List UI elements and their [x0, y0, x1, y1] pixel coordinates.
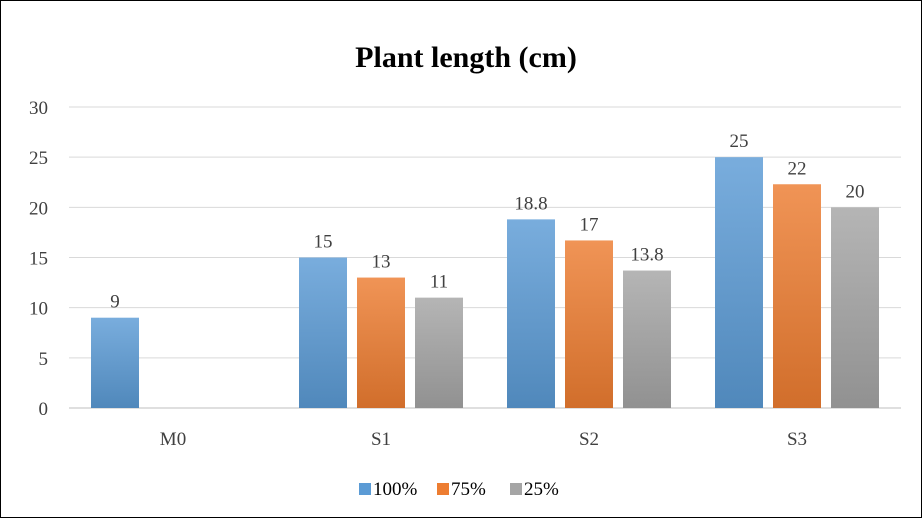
y-tick-label: 15 [29, 249, 48, 270]
y-tick-label: 30 [29, 98, 48, 119]
bar-s1-0 [299, 257, 347, 408]
bar-s1-1 [357, 277, 405, 408]
data-label: 13.8 [630, 245, 663, 266]
data-label: 20 [846, 181, 865, 202]
bar-s2-0 [507, 219, 555, 408]
legend-swatch [437, 483, 449, 495]
y-tick-label: 10 [29, 299, 48, 320]
bar-s2-1 [565, 240, 613, 408]
y-tick-label: 20 [29, 198, 48, 219]
data-label: 17 [580, 214, 599, 235]
bar-s3-1 [773, 184, 821, 408]
y-tick-label: 5 [39, 349, 49, 370]
y-tick-label: 25 [29, 148, 48, 169]
bars [91, 157, 879, 408]
data-label: 13 [372, 252, 391, 273]
x-axis-ticks: M0 S1 S2 S3 [160, 429, 807, 450]
legend-swatch [510, 483, 522, 495]
bar-s1-2 [415, 297, 463, 408]
legend: 100% 75% 25% [359, 479, 559, 500]
data-labels: 9 15 13 11 18.8 17 13.8 25 22 20 [110, 131, 864, 313]
data-label: 11 [430, 272, 448, 293]
bar-s2-2 [623, 270, 671, 408]
y-tick-label: 0 [39, 399, 49, 420]
bar-m0-0 [91, 317, 139, 408]
x-tick-label: S3 [787, 429, 807, 450]
chart-title: Plant length (cm) [355, 41, 577, 74]
x-tick-label: S2 [579, 429, 599, 450]
data-label: 22 [788, 158, 807, 179]
data-label: 25 [730, 131, 749, 152]
legend-swatch [359, 483, 371, 495]
x-tick-label: S1 [371, 429, 391, 450]
y-axis-ticks: 0 5 10 15 20 25 30 [29, 98, 48, 420]
legend-label: 75% [451, 479, 486, 500]
gridlines [69, 106, 901, 409]
bar-s3-0 [715, 157, 763, 408]
data-label: 15 [314, 232, 333, 253]
data-label: 18.8 [514, 193, 547, 214]
legend-label: 100% [373, 479, 418, 500]
x-tick-label: M0 [160, 429, 186, 450]
legend-label: 25% [524, 479, 559, 500]
bar-s3-2 [831, 207, 879, 408]
data-label: 9 [110, 292, 120, 313]
